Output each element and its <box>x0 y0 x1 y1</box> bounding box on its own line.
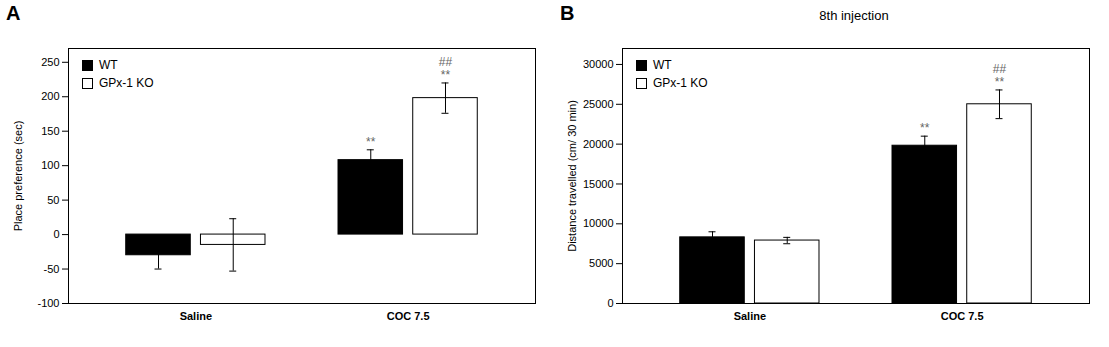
svg-text:##: ## <box>439 55 453 69</box>
svg-text:5000: 5000 <box>589 257 613 269</box>
html-text:WT: WT <box>99 58 118 72</box>
svg-text:**: ** <box>920 121 930 135</box>
svg-text:Saline: Saline <box>734 310 766 322</box>
svg-text:##: ## <box>993 62 1007 76</box>
html-text:WT: WT <box>653 58 672 72</box>
html-text:A: A <box>6 2 21 24</box>
svg-text:10000: 10000 <box>583 217 614 229</box>
svg-text:Distance travelled (cm/ 30 min: Distance travelled (cm/ 30 min) <box>566 100 578 252</box>
svg-text:250: 250 <box>41 56 59 68</box>
svg-text:200: 200 <box>41 90 59 102</box>
svg-text:50: 50 <box>47 194 59 206</box>
svg-text:20000: 20000 <box>583 138 614 150</box>
svg-text:30000: 30000 <box>583 58 614 70</box>
svg-text:Saline: Saline <box>180 310 212 322</box>
svg-text:0: 0 <box>607 297 613 309</box>
svg-text:COC 7.5: COC 7.5 <box>941 310 984 322</box>
svg-text:**: ** <box>995 75 1005 89</box>
svg-text:**: ** <box>441 68 451 82</box>
svg-text:25000: 25000 <box>583 98 614 110</box>
svg-text:-50: -50 <box>44 263 60 275</box>
svg-text:15000: 15000 <box>583 177 614 189</box>
svg-text:100: 100 <box>41 159 59 171</box>
svg-text:COC 7.5: COC 7.5 <box>387 310 430 322</box>
svg-text:**: ** <box>366 135 376 149</box>
svg-text:-100: -100 <box>37 297 59 309</box>
svg-text:150: 150 <box>41 125 59 137</box>
html-text:GPx-1 KO: GPx-1 KO <box>99 76 154 90</box>
html-text:8th injection: 8th injection <box>819 8 889 23</box>
html-text:B: B <box>560 2 575 24</box>
html-text:GPx-1 KO: GPx-1 KO <box>653 76 708 90</box>
svg-text:Place preference (sec): Place preference (sec) <box>12 121 24 232</box>
svg-text:0: 0 <box>53 228 59 240</box>
